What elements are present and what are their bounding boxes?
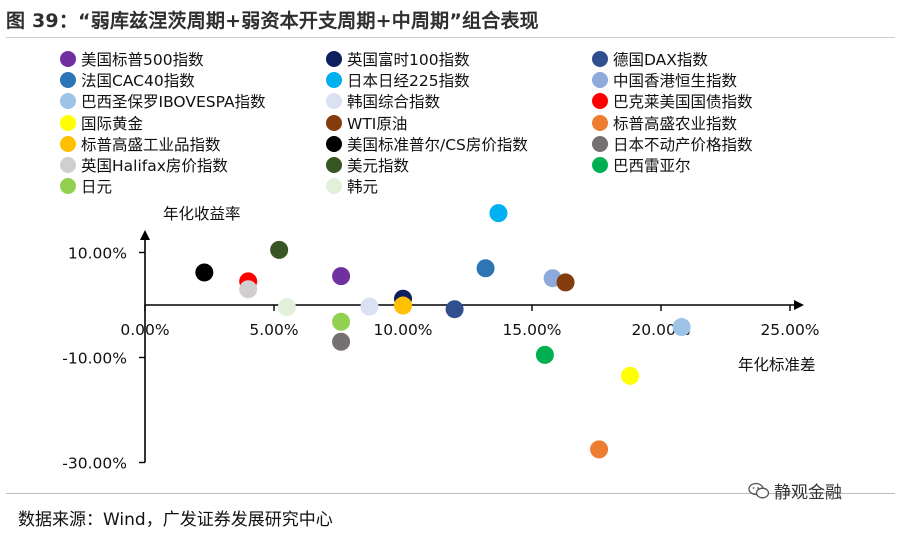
data-point (476, 259, 495, 278)
legend-item: 日元 (60, 175, 112, 197)
data-point (621, 366, 640, 385)
data-point (672, 318, 691, 337)
legend-label: 德国DAX指数 (613, 51, 708, 69)
y-tick-label: 10.00% (68, 245, 127, 263)
legend-item: 英国Halifax房价指数 (60, 154, 228, 176)
legend-item: 巴克莱美国国债指数 (592, 90, 753, 112)
watermark: 静观金融 (748, 478, 842, 503)
legend-marker (326, 72, 342, 89)
legend-marker (592, 157, 608, 173)
data-point (332, 312, 351, 331)
legend-label: 英国Halifax房价指数 (81, 157, 228, 175)
legend-marker (592, 51, 608, 67)
legend-marker (60, 135, 76, 152)
legend-label: 日本不动产价格指数 (613, 135, 753, 154)
legend-item: 巴西圣保罗IBOVESPA指数 (60, 90, 266, 112)
legend-marker (326, 178, 342, 195)
legend-item: 韩元 (326, 175, 378, 197)
legend-item: 标普高盛工业品指数 (60, 133, 221, 155)
legend-item: 巴西雷亚尔 (592, 154, 691, 176)
legend-item: 中国香港恒生指数 (592, 69, 737, 91)
legend-item: 英国富时100指数 (326, 48, 470, 70)
legend-marker (592, 93, 608, 110)
y-axis-title: 年化收益率 (163, 205, 241, 223)
legend-marker (60, 178, 76, 195)
x-tick-label: 10.00% (373, 321, 432, 339)
legend-label: 美国标准普尔/CS房价指数 (347, 135, 528, 154)
legend-item: 国际黄金 (60, 112, 143, 134)
x-axis-title: 年化标准差 (738, 356, 816, 374)
legend-label: 巴西圣保罗IBOVESPA指数 (81, 93, 266, 112)
footer-divider (6, 493, 895, 494)
legend-marker (326, 93, 342, 110)
legend-label: 韩国综合指数 (347, 93, 441, 112)
legend-marker (60, 51, 76, 67)
data-point (394, 296, 412, 315)
data-point (239, 280, 258, 299)
legend-item: 标普高盛农业指数 (592, 112, 737, 134)
data-point (360, 297, 379, 316)
title-divider (6, 37, 895, 38)
y-tick-label: -30.00% (62, 455, 127, 473)
data-point (270, 240, 289, 259)
data-point (332, 267, 351, 286)
legend-item: 法国CAC40指数 (60, 69, 195, 91)
data-point (195, 263, 214, 282)
x-tick-label: 0.00% (120, 321, 169, 339)
data-point (445, 300, 464, 319)
x-tick-label: 15.00% (502, 321, 561, 339)
data-point (556, 273, 575, 292)
legend-label: 英国富时100指数 (347, 51, 470, 69)
legend-marker (592, 114, 608, 131)
legend-marker (326, 135, 342, 152)
legend-item: 美元指数 (326, 154, 409, 176)
legend-label: 巴克莱美国国债指数 (613, 93, 753, 112)
legend-label: 标普高盛工业品指数 (81, 135, 221, 154)
wechat-icon (748, 482, 770, 498)
data-point (590, 440, 609, 459)
x-tick-label: 5.00% (249, 321, 298, 339)
data-point (332, 332, 351, 351)
legend-marker (326, 157, 342, 173)
legend-marker (326, 51, 342, 67)
legend-marker (326, 114, 342, 131)
legend-label: 韩元 (347, 178, 379, 197)
data-point (535, 345, 554, 364)
legend-marker (592, 135, 608, 152)
data-point (489, 204, 508, 223)
page-title: 图 39：“弱库兹涅茨周期+弱资本开支周期+中周期”组合表现 (6, 10, 539, 32)
legend-item: 美国标普500指数 (60, 48, 204, 70)
x-tick-label: 25.00% (760, 321, 819, 339)
legend-label: 法国CAC40指数 (81, 72, 195, 91)
legend-marker (60, 157, 76, 173)
legend-label: 美元指数 (347, 157, 410, 175)
legend-label: 美国标普500指数 (81, 51, 204, 69)
legend-label: 日元 (81, 178, 113, 197)
legend-item: 美国标准普尔/CS房价指数 (326, 133, 528, 155)
legend-item: 日本日经225指数 (326, 69, 470, 91)
legend-item: 日本不动产价格指数 (592, 133, 753, 155)
y-tick-label: -10.00% (62, 350, 127, 368)
legend-item: 韩国综合指数 (326, 90, 440, 112)
data-point (277, 298, 296, 317)
legend-marker (60, 72, 76, 89)
legend-label: 日本日经225指数 (347, 72, 470, 91)
legend-marker (60, 114, 76, 131)
legend-marker (592, 72, 608, 89)
legend-item: WTI原油 (326, 112, 407, 134)
legend-label: 国际黄金 (81, 114, 144, 133)
legend-label: WTI原油 (347, 114, 408, 133)
source-note: 数据来源：Wind，广发证券发展研究中心 (18, 510, 333, 530)
legend-marker (60, 93, 76, 110)
legend-label: 巴西雷亚尔 (613, 157, 691, 175)
legend-label: 中国香港恒生指数 (613, 72, 738, 91)
legend-item: 德国DAX指数 (592, 48, 708, 70)
watermark-text: 静观金融 (774, 483, 842, 503)
legend-label: 标普高盛农业指数 (613, 114, 738, 133)
